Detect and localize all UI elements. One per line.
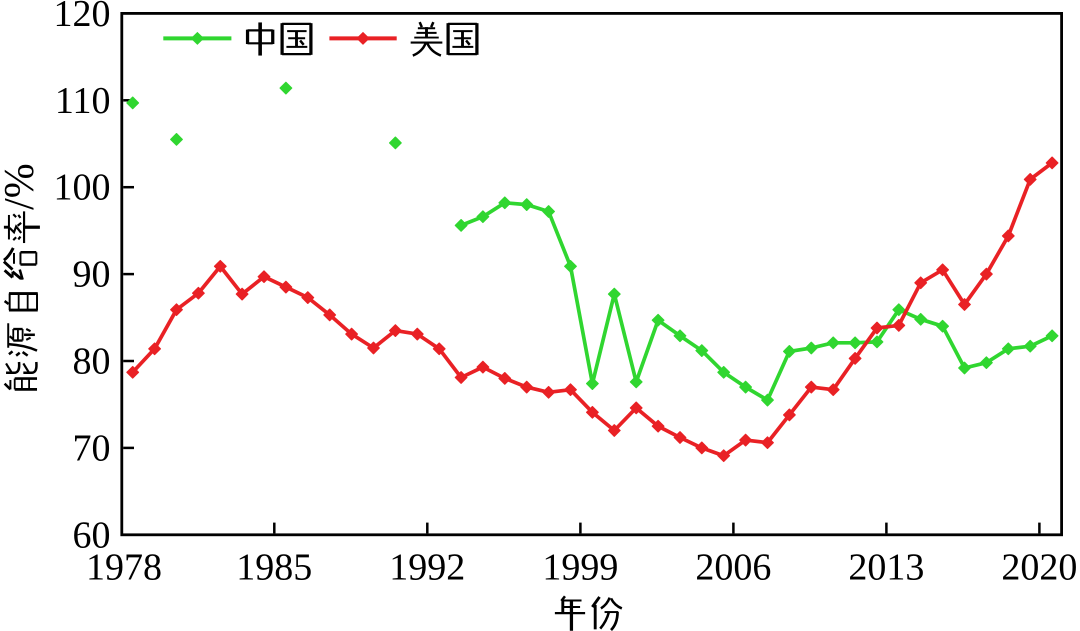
svg-text:90: 90 bbox=[73, 254, 111, 296]
svg-text:2020: 2020 bbox=[1001, 546, 1077, 588]
svg-text:1978: 1978 bbox=[86, 546, 162, 588]
svg-text:70: 70 bbox=[73, 427, 111, 469]
svg-text:120: 120 bbox=[54, 0, 111, 35]
svg-text:100: 100 bbox=[54, 167, 111, 209]
svg-text:1999: 1999 bbox=[542, 546, 618, 588]
svg-text:/%: /% bbox=[0, 163, 43, 210]
svg-text:110: 110 bbox=[55, 80, 111, 122]
svg-text:1992: 1992 bbox=[389, 546, 465, 588]
svg-text:80: 80 bbox=[73, 341, 111, 383]
svg-text:2013: 2013 bbox=[848, 546, 924, 588]
svg-text:2006: 2006 bbox=[695, 546, 771, 588]
svg-text:1985: 1985 bbox=[236, 546, 312, 588]
svg-text:60: 60 bbox=[73, 514, 111, 556]
